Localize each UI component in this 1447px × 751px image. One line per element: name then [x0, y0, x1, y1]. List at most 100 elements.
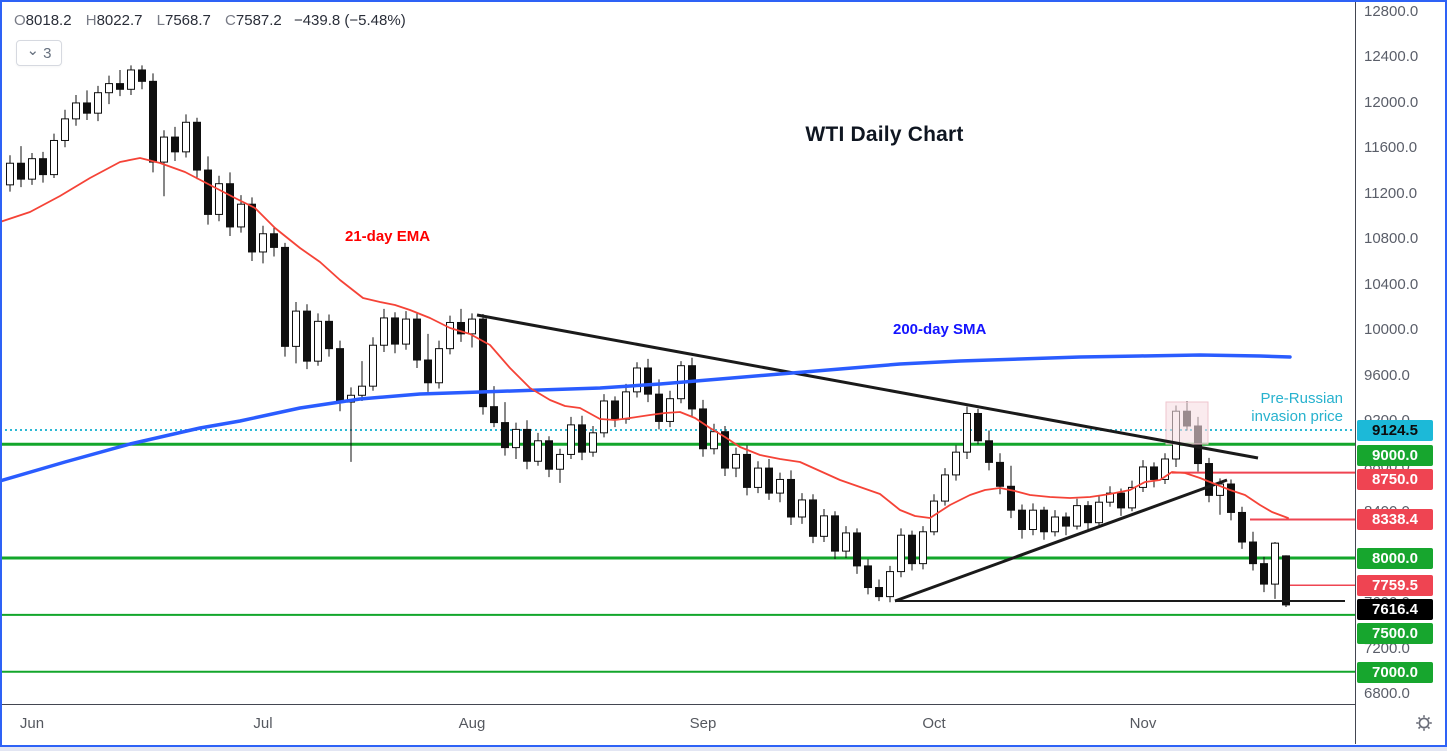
month-tick-label: Aug: [458, 715, 486, 732]
candle: [501, 422, 509, 449]
price-badge: 7500.0: [1357, 622, 1433, 644]
candle: [358, 385, 366, 396]
close-value: 7587.2: [235, 12, 282, 29]
price-tick-label: 10800.0: [1364, 230, 1419, 248]
candle: [688, 365, 696, 410]
price-tick-label: 7200.0: [1364, 639, 1410, 657]
close-label: C: [225, 12, 236, 29]
candle: [6, 162, 14, 186]
candle: [886, 571, 894, 598]
trendline-ascending-support[interactable]: [894, 478, 1228, 603]
candle: [974, 412, 982, 442]
candle: [1271, 542, 1279, 585]
candle: [391, 317, 399, 345]
candle: [204, 169, 212, 215]
candle: [446, 321, 454, 350]
candle: [842, 532, 850, 552]
price-badge: 9124.5: [1357, 419, 1433, 441]
price-tick-label: 11200.0: [1364, 184, 1418, 202]
trendline-descending-resistance[interactable]: [476, 313, 1259, 460]
price-badge: 7616.4: [1357, 598, 1433, 620]
candle: [1260, 563, 1268, 585]
candle: [1139, 466, 1147, 488]
month-tick-label: Jun: [19, 715, 45, 732]
candle: [919, 531, 927, 565]
candle: [644, 367, 652, 395]
candle: [908, 534, 916, 565]
candle: [666, 398, 674, 422]
candle: [787, 478, 795, 518]
pre-invasion-highlight-box: [1165, 401, 1209, 445]
candle: [1007, 485, 1015, 511]
candle: [182, 121, 190, 153]
high-value: 8022.7: [96, 12, 143, 29]
candle: [303, 310, 311, 362]
candle: [193, 121, 201, 171]
time-axis[interactable]: Jun Jul Aug Sep Oct Nov: [0, 704, 1447, 745]
candle: [28, 158, 36, 180]
ema-21-line[interactable]: [0, 157, 1289, 519]
candle: [1282, 555, 1290, 606]
candle: [1095, 501, 1103, 524]
candle: [633, 367, 641, 393]
candle: [556, 453, 564, 470]
candle: [754, 467, 762, 488]
price-tick-label: 12800.0: [1364, 2, 1419, 20]
candle: [116, 83, 124, 90]
candle: [776, 478, 784, 494]
ema-annotation-label: 21-day EMA: [345, 228, 431, 245]
sma-200-line[interactable]: [0, 353, 1292, 483]
candle: [127, 69, 135, 90]
candle: [259, 233, 267, 253]
candle: [336, 348, 344, 403]
low-value: 7568.7: [164, 12, 211, 29]
price-axis[interactable]: 12800.0 12400.0 12000.0 11600.0 11200.0 10800…: [1355, 0, 1447, 744]
candle: [721, 431, 729, 469]
candle: [952, 451, 960, 476]
candle: [963, 412, 971, 453]
candle: [1084, 505, 1092, 524]
candle: [17, 162, 25, 180]
candle: [149, 80, 157, 163]
candle: [61, 118, 69, 141]
candle: [413, 318, 421, 361]
candle: [1062, 516, 1070, 527]
candlestick-chart[interactable]: [0, 0, 1355, 703]
interval-count: 3: [43, 44, 52, 62]
candle: [270, 233, 278, 248]
candle: [1205, 463, 1213, 496]
candle: [1161, 458, 1169, 480]
interval-dropdown-button[interactable]: ⌄ 3: [16, 40, 62, 66]
candle: [600, 400, 608, 434]
candle: [281, 246, 289, 347]
candle: [83, 102, 91, 114]
candle: [809, 499, 817, 537]
candle: [545, 440, 553, 470]
candle: [1238, 511, 1246, 543]
candle: [292, 310, 300, 347]
candle: [589, 432, 597, 453]
candle: [1117, 492, 1125, 509]
axis-settings-gear-icon[interactable]: [1413, 712, 1435, 734]
candle: [39, 158, 47, 176]
candle: [171, 136, 179, 153]
candles-group: [6, 65, 1290, 608]
candle: [237, 203, 245, 228]
price-tick-label: 11600.0: [1364, 139, 1418, 157]
candle: [490, 406, 498, 424]
price-tick-label: 6800.0: [1364, 685, 1410, 703]
candle: [996, 461, 1004, 487]
candle: [402, 318, 410, 345]
candle: [710, 431, 718, 450]
price-badge: 8338.4: [1357, 508, 1433, 530]
candle: [479, 318, 487, 408]
candle: [457, 321, 465, 335]
candle: [325, 320, 333, 350]
change-value: −439.8 (−5.48%): [293, 12, 406, 29]
candle: [699, 408, 707, 450]
candle: [1150, 466, 1158, 480]
candle: [468, 318, 476, 335]
candle: [424, 359, 432, 384]
candle: [578, 424, 586, 453]
